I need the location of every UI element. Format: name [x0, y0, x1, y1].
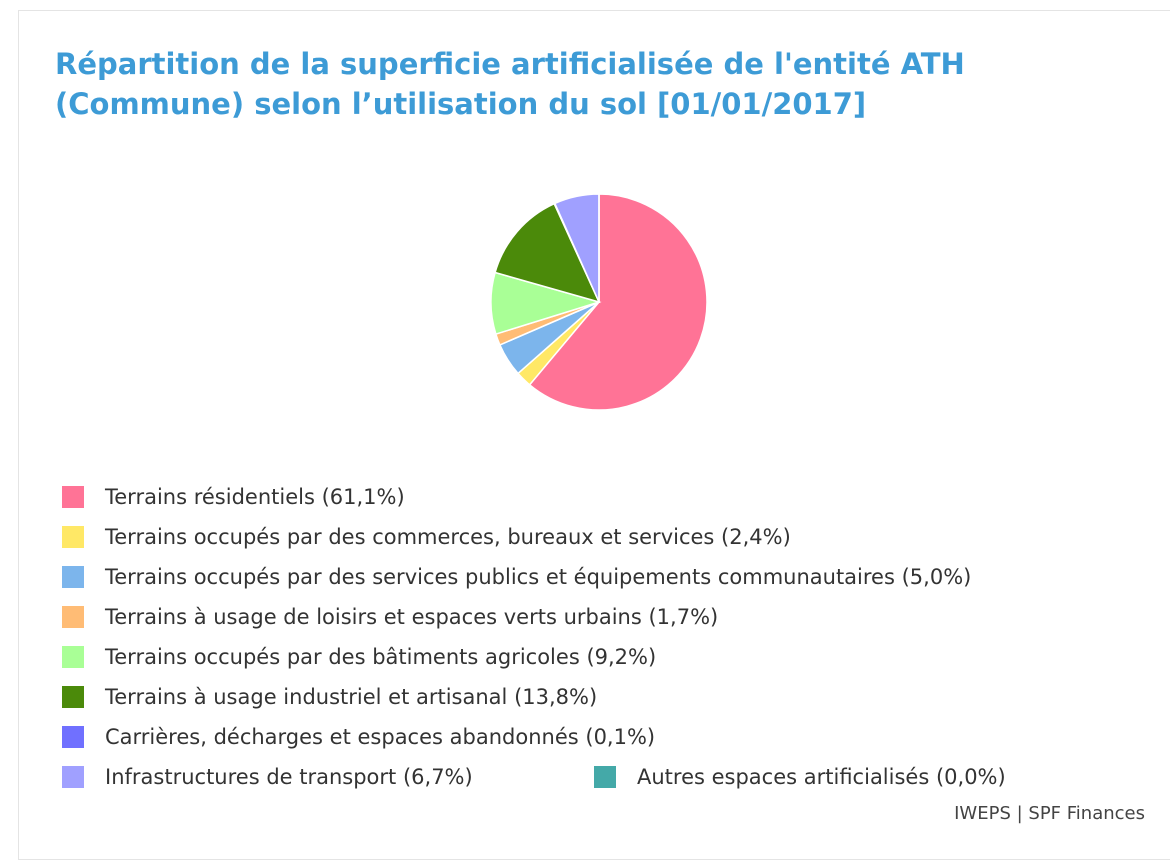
legend-value: (13,8%): [514, 685, 597, 709]
legend-name: Autres espaces artificialisés: [637, 765, 929, 789]
legend-name: Infrastructures de transport: [105, 765, 396, 789]
legend-label: Terrains à usage industriel et artisanal…: [104, 685, 597, 709]
legend-label: Carrières, décharges et espaces abandonn…: [105, 725, 655, 749]
legend-name: Terrains à usage industriel et artisanal: [104, 685, 507, 709]
chart-title: Répartition de la superficie artificiali…: [55, 47, 965, 121]
legend-label: Infrastructures de transport (6,7%): [105, 765, 473, 789]
legend-label: Terrains à usage de loisirs et espaces v…: [104, 605, 718, 629]
legend-value: (9,2%): [586, 645, 656, 669]
legend-name: Terrains à usage de loisirs et espaces v…: [104, 605, 642, 629]
legend-swatch: [62, 566, 84, 588]
legend-label: Terrains résidentiels (61,1%): [104, 485, 405, 509]
legend-name: Carrières, décharges et espaces abandonn…: [105, 725, 579, 749]
legend-name: Terrains occupés par des services public…: [104, 565, 895, 589]
legend-swatch: [62, 726, 84, 748]
legend-swatch: [62, 766, 84, 788]
legend-value: (6,7%): [403, 765, 473, 789]
pie-slice: [494, 202, 601, 304]
legend-label: Terrains occupés par des bâtiments agric…: [104, 645, 656, 669]
legend-label: Autres espaces artificialisés (0,0%): [637, 765, 1006, 789]
legend-swatch: [62, 606, 84, 628]
legend-swatch: [594, 766, 616, 788]
credits: IWEPS | SPF Finances: [954, 803, 1145, 824]
legend-swatch: [62, 686, 84, 708]
legend-name: Terrains occupés par des bâtiments agric…: [104, 645, 580, 669]
legend-swatch: [62, 486, 84, 508]
legend-value: (0,0%): [936, 765, 1006, 789]
legend-value: (2,4%): [721, 525, 791, 549]
pie-slice: [528, 193, 708, 411]
legend-name: Terrains occupés par des commerces, bure…: [104, 525, 714, 549]
legend-label: Terrains occupés par des services public…: [104, 565, 971, 589]
legend-label: Terrains occupés par des commerces, bure…: [104, 525, 791, 549]
legend-swatch: [62, 526, 84, 548]
legend-value: (1,7%): [648, 605, 718, 629]
legend-value: (5,0%): [902, 565, 972, 589]
legend-swatch: [62, 646, 84, 668]
legend-value: (0,1%): [585, 725, 655, 749]
legend-name: Terrains résidentiels: [104, 485, 315, 509]
legend-value: (61,1%): [322, 485, 405, 509]
